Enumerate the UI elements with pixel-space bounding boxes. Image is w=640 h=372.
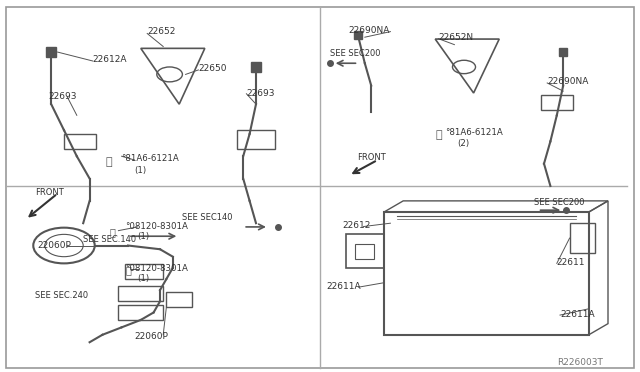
Bar: [541, 95, 573, 110]
Text: 22652: 22652: [147, 27, 175, 36]
Bar: [125, 264, 163, 279]
Text: Ⓑ: Ⓑ: [109, 228, 115, 237]
Text: SEE SEC.140: SEE SEC.140: [83, 235, 136, 244]
Text: 22060P: 22060P: [37, 241, 71, 250]
Bar: [570, 223, 595, 253]
Text: 22612A: 22612A: [93, 55, 127, 64]
Bar: [118, 305, 163, 320]
Text: 22060P: 22060P: [134, 332, 168, 341]
Text: SEE SEC200: SEE SEC200: [330, 49, 380, 58]
Text: SEE SEC140: SEE SEC140: [182, 213, 233, 222]
Text: SEE SEC200: SEE SEC200: [534, 198, 585, 207]
Text: 22650: 22650: [198, 64, 227, 73]
Text: 22611: 22611: [557, 258, 586, 267]
Bar: [118, 286, 163, 301]
Text: 22611A: 22611A: [326, 282, 361, 291]
Text: 22652N: 22652N: [438, 33, 474, 42]
Text: 22690NA: 22690NA: [349, 26, 390, 35]
Bar: [355, 244, 374, 259]
Text: °08120-8301A: °08120-8301A: [125, 264, 188, 273]
Bar: [237, 130, 275, 149]
Text: SEE SEC.240: SEE SEC.240: [35, 291, 88, 300]
Text: 22693: 22693: [48, 92, 77, 101]
Text: (1): (1): [138, 232, 150, 241]
Text: °08120-8301A: °08120-8301A: [125, 222, 188, 231]
Text: 22611A: 22611A: [560, 310, 595, 319]
Text: FRONT: FRONT: [357, 153, 386, 162]
Text: 22612: 22612: [342, 221, 371, 230]
Text: FRONT: FRONT: [35, 188, 64, 197]
Bar: [166, 292, 192, 307]
Bar: [64, 134, 96, 149]
Text: (1): (1): [138, 274, 150, 283]
Text: (1): (1): [134, 166, 147, 174]
Text: Ⓑ: Ⓑ: [435, 130, 442, 140]
Text: 22693: 22693: [246, 89, 275, 97]
Text: R226003T: R226003T: [557, 358, 603, 367]
Text: 22690NA: 22690NA: [547, 77, 589, 86]
Text: °81A6-6121A: °81A6-6121A: [445, 128, 502, 137]
Text: °81A6-6121A: °81A6-6121A: [122, 154, 179, 163]
Text: Ⓑ: Ⓑ: [125, 265, 131, 275]
Text: (2): (2): [458, 140, 470, 148]
Text: Ⓑ: Ⓑ: [106, 157, 112, 167]
